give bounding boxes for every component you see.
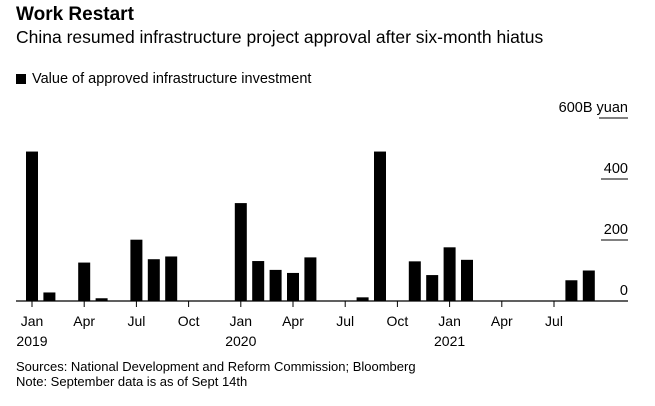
bar-2019-08 xyxy=(147,259,160,301)
bar-2020-04 xyxy=(287,272,299,301)
y-tick-label-0: 0 xyxy=(620,283,628,299)
legend-swatch xyxy=(16,74,26,84)
x-tick-label-9: Oct xyxy=(178,313,200,329)
x-year-label-2020: 2020 xyxy=(225,333,256,349)
chart-subtitle: China resumed infrastructure project app… xyxy=(16,27,544,47)
data-note: Note: September data is as of Sept 14th xyxy=(16,374,248,389)
y-tick-label-400: 400 xyxy=(604,161,628,177)
bar-2021-08 xyxy=(565,280,578,301)
bar-2019-02 xyxy=(43,292,56,301)
bar-2021-02 xyxy=(461,259,473,301)
chart-title: Work Restart xyxy=(16,4,134,25)
bar-2020-12 xyxy=(426,275,439,301)
bar-2021-01 xyxy=(443,247,456,301)
bar-chart: 0 200 400 600B yuan Jan 2019 Apr Jul Oct Jan 2020 A… xyxy=(16,100,628,349)
chart-footer: Sources: National Development and Reform… xyxy=(16,359,416,389)
x-tick-label-15: Apr xyxy=(282,313,304,329)
bar-2019-09 xyxy=(165,256,178,301)
x-year-label-2021: 2021 xyxy=(434,333,465,349)
bar-2020-01 xyxy=(234,203,247,301)
x-tick-label-21: Oct xyxy=(387,313,409,329)
x-tick-label-0: Jan xyxy=(21,313,44,329)
bar-2020-03 xyxy=(269,269,282,301)
y-tick-label-200: 200 xyxy=(604,222,628,238)
bar-2020-08 xyxy=(356,297,369,301)
bar-2019-04 xyxy=(78,262,91,301)
x-tick-label-3: Apr xyxy=(73,313,95,329)
x-tick-label-12: Jan xyxy=(230,313,253,329)
x-year-label-2019: 2019 xyxy=(16,333,47,349)
y-tick-label-600: 600B yuan xyxy=(559,100,628,116)
source-note: Sources: National Development and Reform… xyxy=(16,359,416,374)
x-tick-label-6: Jul xyxy=(127,313,145,329)
bar-2020-09 xyxy=(374,151,386,301)
bar-2019-05 xyxy=(95,298,108,301)
x-tick-label-24: Jan xyxy=(438,313,461,329)
bar-2019-01 xyxy=(26,151,38,301)
x-tick-label-30: Jul xyxy=(545,313,563,329)
chart-legend: Value of approved infrastructure investm… xyxy=(16,71,311,87)
bar-2020-11 xyxy=(408,261,421,301)
x-tick-label-18: Jul xyxy=(336,313,354,329)
bar-2020-02 xyxy=(252,261,265,301)
legend-label: Value of approved infrastructure investm… xyxy=(32,71,312,87)
x-tick-label-27: Apr xyxy=(491,313,513,329)
bar-2021-09 xyxy=(582,270,595,301)
bar-2020-05 xyxy=(304,257,317,301)
bar-2019-07 xyxy=(130,239,143,301)
